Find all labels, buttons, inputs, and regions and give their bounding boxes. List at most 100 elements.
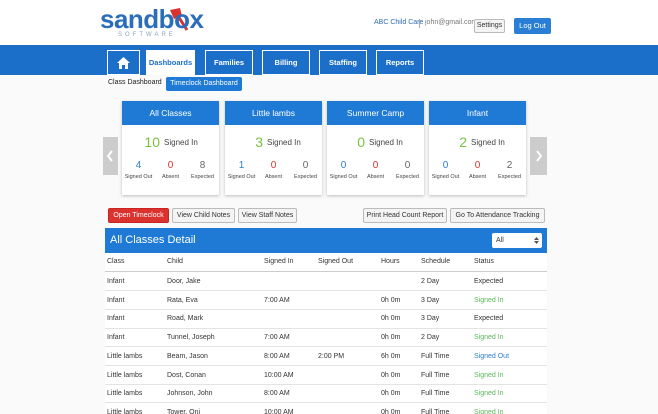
table-cell: 0h 0m (381, 334, 401, 342)
table-cell: Little lambs (107, 408, 143, 414)
nav-tab[interactable]: Billing (262, 50, 310, 75)
table-cell: 7:00 AM (264, 334, 290, 342)
nav-tab[interactable]: Families (205, 50, 253, 75)
table-cell: Little lambs (107, 371, 143, 379)
class-card[interactable]: Infant 2 Signed In 0 Signed Out 0 Absent 2 Expec… (429, 101, 526, 195)
action-button[interactable]: View Child Notes (172, 208, 235, 223)
subnav-item[interactable]: Timeclock Dashboard (166, 77, 242, 91)
org-link[interactable]: ABC Child Care (374, 19, 424, 26)
table-cell: 0h 0m (381, 296, 401, 304)
table-cell: 2 Day (421, 334, 440, 342)
column-header: Class (107, 258, 125, 265)
table-cell: 6h 0m (381, 352, 401, 360)
table-cell: Johnson, John (167, 390, 213, 398)
stat-label: Expected (294, 174, 317, 180)
table-cell: Infant (107, 296, 125, 304)
logo-sub: SOFTWARE (118, 32, 176, 38)
signed-in-label: Signed In (267, 138, 301, 147)
table-cell: Little lambs (107, 390, 143, 398)
table-cell: Signed In (474, 390, 504, 398)
table-cell: 2:00 PM (318, 352, 345, 360)
signed-in-count: 3 (255, 134, 263, 150)
table-cell: 0h 0m (381, 315, 401, 323)
home-icon (117, 57, 130, 69)
stat-count: 4 (135, 160, 142, 171)
class-card[interactable]: Summer Camp 0 Signed In 0 Signed Out 0 Absent 0… (327, 101, 424, 195)
stat-label: Absent (264, 174, 283, 180)
nav-tab[interactable]: Staffing (319, 50, 367, 75)
table-cell: 10:00 AM (264, 408, 294, 414)
table-cell: 0h 0m (381, 371, 401, 379)
table-cell: 2 Day (421, 278, 440, 285)
table-cell: 0h 0m (381, 390, 401, 398)
class-card[interactable]: Little lambs 3 Signed In 1 Signed Out 0 Absent… (225, 101, 322, 195)
column-header: Hours (381, 258, 400, 265)
stat-count: 1 (238, 160, 245, 171)
card-title: Little lambs (225, 101, 322, 125)
action-button[interactable]: View Staff Notes (238, 208, 297, 223)
stat-count: 0 (372, 160, 379, 171)
stat-count: 0 (474, 160, 481, 171)
table-cell: 10:00 AM (264, 371, 294, 379)
logout-button[interactable]: Log Out (514, 18, 551, 34)
signed-in-label: Signed In (471, 138, 505, 147)
table-cell: 7:00 AM (264, 296, 290, 304)
column-header: Status (474, 258, 494, 265)
table-cell: Tunnel, Joseph (167, 334, 215, 342)
table-cell: Full Time (421, 390, 450, 398)
row-rule (105, 346, 547, 348)
stat-label: Absent (366, 174, 385, 180)
action-button[interactable]: Open Timeclock (108, 208, 169, 223)
table-cell: Little lambs (107, 352, 143, 360)
table-cell: Infant (107, 278, 125, 285)
signed-in-label: Signed In (369, 138, 403, 147)
prev-arrow[interactable] (103, 137, 118, 175)
header-bar (0, 0, 658, 45)
column-header: Child (167, 258, 183, 265)
class-card[interactable]: All Classes 10 Signed In 4 Signed Out 0 Absent… (122, 101, 219, 195)
card-title: Summer Camp (327, 101, 424, 125)
nav-tab[interactable]: Reports (376, 50, 424, 75)
table-cell: Signed In (474, 408, 504, 414)
subnav-item[interactable]: Class Dashboard (108, 79, 162, 86)
action-button[interactable]: Print Head Count Report (363, 208, 447, 223)
stat-count: 2 (506, 160, 513, 171)
table-cell: Infant (107, 334, 125, 342)
table-cell: 3 Day (421, 315, 440, 323)
table-cell: Signed In (474, 334, 504, 342)
stat-count: 0 (302, 160, 309, 171)
table-title: All Classes Detail (110, 234, 196, 246)
signed-in-count: 2 (459, 134, 467, 150)
table-cell: Full Time (421, 371, 450, 379)
row-rule (105, 383, 547, 385)
stat-count: 8 (199, 160, 206, 171)
stat-label: Signed Out (329, 174, 358, 180)
settings-button[interactable]: Settings (474, 19, 505, 33)
action-button[interactable]: Go To Attendance Tracking (450, 208, 545, 223)
next-arrow[interactable] (530, 137, 547, 175)
filter-select[interactable]: All (492, 233, 542, 248)
column-header: Signed Out (318, 258, 354, 265)
table-cell: Door, Jake (167, 278, 201, 285)
signed-in-count: 0 (357, 134, 365, 150)
table-cell: Expected (474, 315, 504, 323)
card-title: Infant (429, 101, 526, 125)
table-cell: Road, Mark (167, 315, 204, 323)
stat-count: 0 (442, 160, 449, 171)
stat-label: Expected (396, 174, 419, 180)
table-cell: 3 Day (421, 296, 440, 304)
row-rule (105, 327, 547, 329)
home-tab[interactable] (107, 50, 140, 75)
stat-label: Signed Out (124, 174, 153, 180)
table-cell: Rata, Eva (167, 296, 198, 304)
stat-label: Signed Out (431, 174, 460, 180)
row-rule (105, 365, 547, 366)
table-body (105, 253, 547, 414)
table-cell: Expected (474, 278, 504, 285)
table-cell: Full Time (421, 408, 450, 414)
nav-tab[interactable]: Dashboards (146, 50, 195, 75)
table-cell: Full Time (421, 352, 450, 360)
stat-count: 0 (404, 160, 411, 171)
table-cell: Signed In (474, 296, 504, 304)
stat-label: Expected (191, 174, 214, 180)
